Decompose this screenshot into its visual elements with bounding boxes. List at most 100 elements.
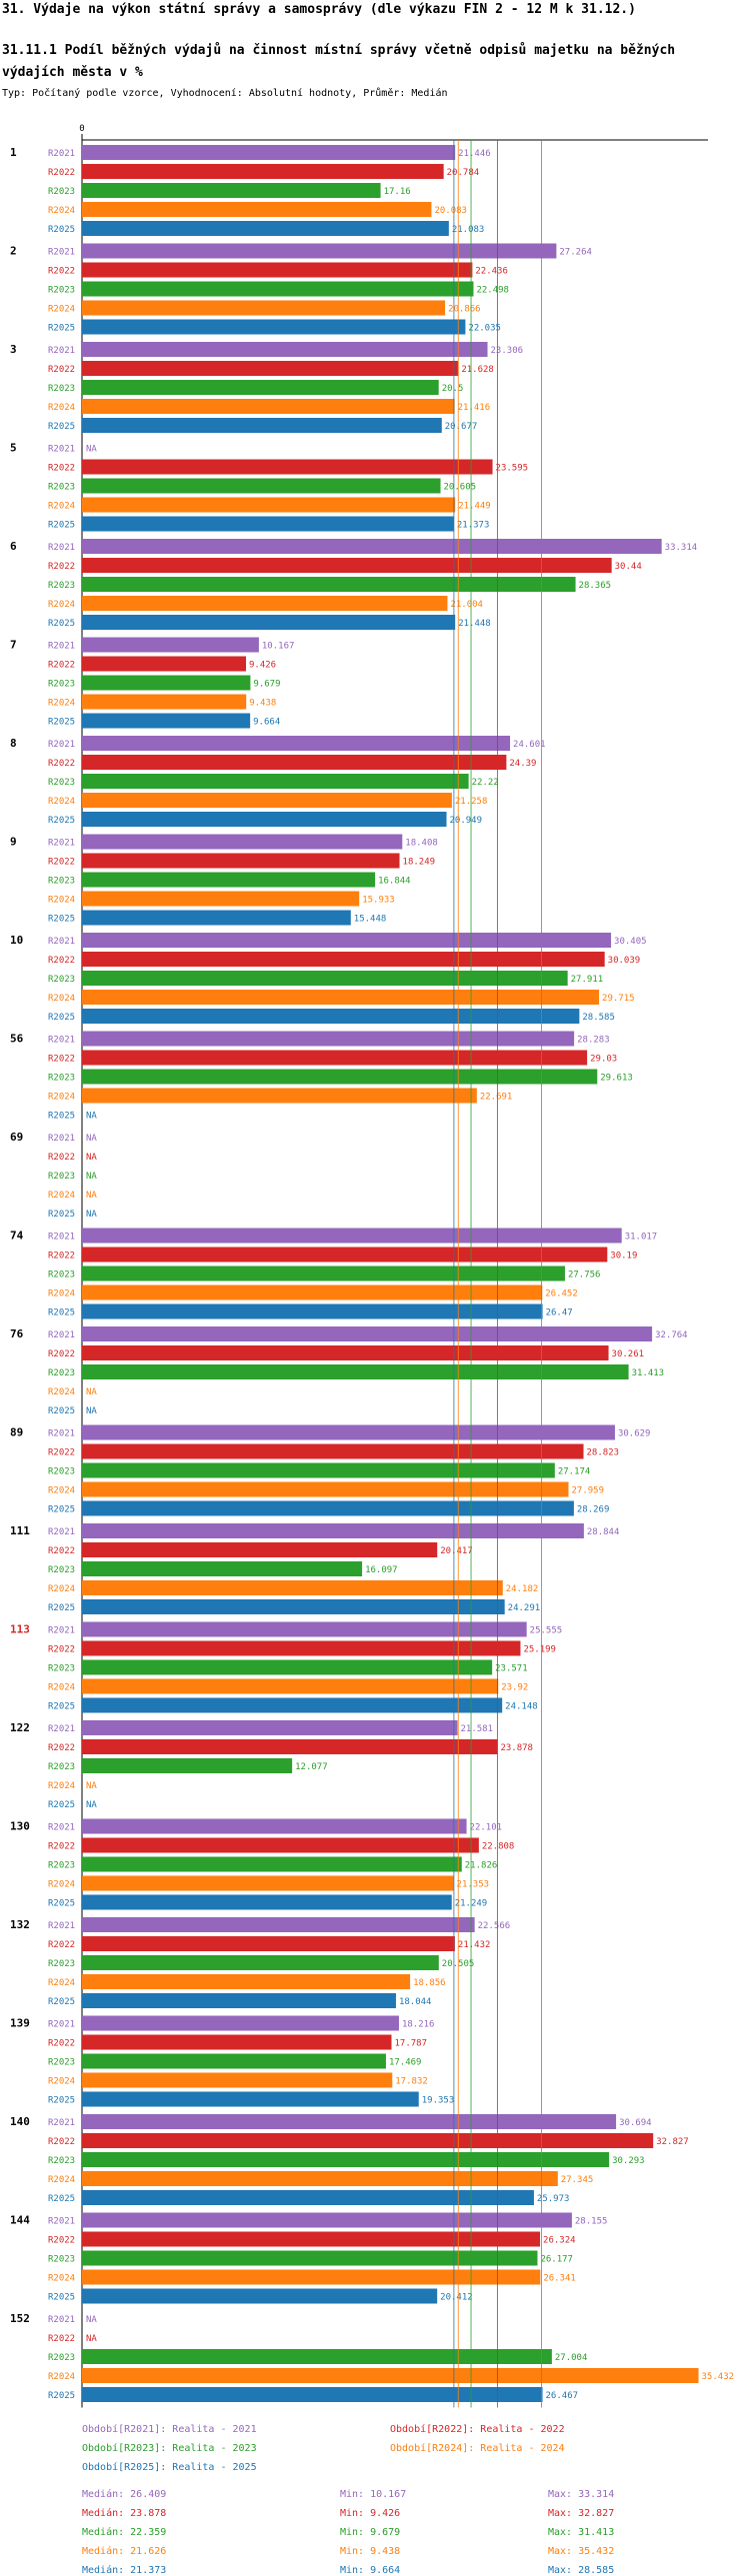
series-row-label: R2025 — [48, 718, 75, 728]
series-row-label: R2021 — [48, 1823, 75, 1833]
bar-value-label: 32.764 — [655, 1330, 688, 1340]
series-row-label: R2021 — [48, 1724, 75, 1734]
bar-value-label: 27.174 — [558, 1467, 591, 1477]
bar — [82, 971, 568, 986]
bar — [82, 1697, 503, 1713]
legend-min: Min: 9.438 — [340, 2546, 401, 2557]
bar-value-label: 21.448 — [458, 619, 491, 629]
bar — [82, 1739, 498, 1754]
category-label: 2 — [10, 245, 17, 258]
bar — [82, 2368, 699, 2383]
series-row-label: R2021 — [48, 2020, 75, 2030]
series-row-label: R2021 — [48, 346, 75, 356]
bar — [82, 2133, 654, 2148]
series-row-label: R2025 — [48, 1899, 75, 1909]
bar-value-label: 9.679 — [253, 680, 280, 690]
bar-value-label: 18.216 — [402, 2020, 435, 2030]
na-label: NA — [86, 1406, 97, 1416]
series-row-label: R2024 — [48, 1289, 75, 1299]
na-label: NA — [86, 1112, 97, 1122]
series-row-label: R2023 — [48, 680, 75, 690]
bar — [82, 1678, 499, 1694]
series-row-label: R2024 — [48, 1880, 75, 1890]
bar — [82, 637, 259, 653]
bar — [82, 1050, 588, 1066]
bar — [82, 1856, 462, 1872]
series-row-label: R2024 — [48, 403, 75, 413]
series-row-label: R2022 — [48, 168, 75, 178]
bar-value-label: 21.083 — [452, 225, 485, 235]
bar-value-label: 16.097 — [365, 1565, 398, 1575]
bar-value-label: 21.446 — [458, 149, 491, 159]
bar-value-label: 30.293 — [612, 2156, 645, 2166]
na-label: NA — [86, 1387, 97, 1397]
series-row-label: R2024 — [48, 699, 75, 709]
bar — [82, 933, 612, 948]
bar — [82, 380, 439, 395]
bar — [82, 1031, 575, 1047]
series-row-label: R2021 — [48, 937, 75, 947]
bar — [82, 2387, 543, 2402]
series-row-label: R2024 — [48, 1093, 75, 1103]
bar — [82, 2171, 558, 2186]
na-label: NA — [86, 1134, 97, 1144]
category-label: 89 — [10, 1426, 23, 1439]
series-row-label: R2024 — [48, 1683, 75, 1693]
category-label: 139 — [10, 2017, 30, 2030]
series-row-label: R2025 — [48, 619, 75, 629]
bar — [82, 656, 247, 672]
bar-value-label: 24.601 — [513, 740, 546, 750]
bar — [82, 1875, 454, 1891]
bar — [82, 891, 360, 907]
series-row-label: R2024 — [48, 1584, 75, 1594]
bar — [82, 418, 442, 433]
series-row-label: R2023 — [48, 2353, 75, 2363]
series-row-label: R2021 — [48, 1921, 75, 1931]
series-row-label: R2025 — [48, 915, 75, 925]
bar — [82, 872, 376, 888]
bar-value-label: 26.324 — [543, 2236, 576, 2246]
series-row-label: R2025 — [48, 816, 75, 826]
category-label: 122 — [10, 1721, 30, 1734]
category-label: 1 — [10, 146, 17, 159]
series-row-label: R2025 — [48, 1997, 75, 2007]
bar — [82, 1894, 452, 1910]
bar-value-label: 20.949 — [450, 816, 483, 826]
series-row-label: R2023 — [48, 1467, 75, 1477]
bar-value-label: 26.341 — [543, 2274, 576, 2284]
series-row-label: R2023 — [48, 1861, 75, 1871]
category-label: 113 — [10, 1623, 30, 1636]
bar — [82, 1443, 584, 1459]
bar-value-label: 12.077 — [295, 1762, 328, 1772]
category-label: 76 — [10, 1327, 24, 1340]
series-row-label: R2024 — [48, 502, 75, 512]
series-row-label: R2021 — [48, 1036, 75, 1046]
category-label: 111 — [10, 1524, 30, 1537]
bar — [82, 736, 511, 751]
legend-median: Medián: 21.373 — [82, 2565, 167, 2576]
category-label: 3 — [10, 343, 17, 356]
series-row-label: R2023 — [48, 286, 75, 296]
category-label: 5 — [10, 442, 17, 455]
bar-value-label: 20.784 — [447, 168, 480, 178]
bar-value-label: 22.808 — [482, 1842, 515, 1852]
bar-value-label: 21.449 — [458, 502, 491, 512]
bar-value-label: 23.306 — [491, 346, 524, 356]
category-label: 8 — [10, 737, 17, 750]
series-row-label: R2022 — [48, 1055, 75, 1065]
bar-value-label: 30.629 — [618, 1429, 651, 1439]
bar-value-label: 21.353 — [457, 1880, 490, 1890]
series-row-label: R2025 — [48, 1505, 75, 1515]
bar-value-label: 9.438 — [249, 699, 276, 709]
series-row-label: R2022 — [48, 1743, 75, 1753]
series-row-label: R2022 — [48, 1252, 75, 1262]
bar-value-label: 32.827 — [656, 2137, 689, 2147]
series-row-label: R2024 — [48, 1978, 75, 1988]
bar — [82, 952, 605, 967]
bar — [82, 2015, 399, 2031]
bar — [82, 202, 432, 217]
category-label: 144 — [10, 2214, 30, 2227]
bar-value-label: 20.677 — [445, 422, 478, 432]
series-row-label: R2025 — [48, 2391, 75, 2401]
chart-type-line: Typ: Počítaný podle vzorce, Vyhodnocení:… — [2, 88, 448, 99]
